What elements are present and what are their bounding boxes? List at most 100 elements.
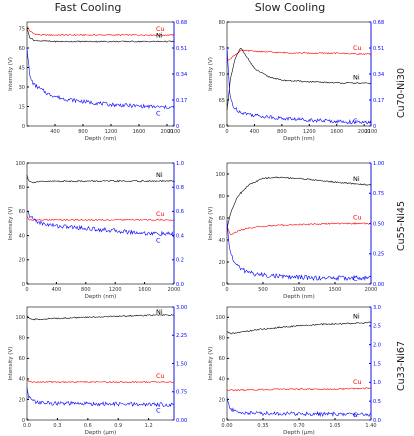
y-tick-label: 100 [15,315,25,321]
series-label-ni: Ni [156,32,163,40]
x-tick-label: 800 [81,287,91,293]
y2-tick-label: 0.4 [176,233,184,239]
y-tick-label: 0 [222,282,225,288]
y-tick-label: 80 [19,336,25,342]
plot-frame [26,21,175,127]
y-tick-label: 0 [22,418,25,424]
x-tick-label: 1200 [105,129,118,135]
y-axis-label: Intensity (V) [208,57,214,91]
y-axis-label: Intensity (V) [208,347,214,381]
x-tick-label: 0 [225,129,228,135]
y-tick-label: 20 [19,258,25,264]
x-tick-label: 1.2 [145,423,153,429]
y2-tick-label: 2.5 [373,324,381,330]
y2-tick-label: 1.0 [373,380,381,386]
y2-tick-label: 0.34 [176,72,187,78]
y2-tick-label: 0 [176,124,179,130]
plot-frame [226,21,372,127]
x-axis-label: Depth (nm) [283,136,315,142]
y-tick-label: 75 [219,46,225,52]
series-label-cu: Cu [353,44,362,52]
y-tick-label: 80 [219,336,225,342]
x-tick-label: 500 [258,287,268,293]
x-tick-label: 2100 [168,129,181,135]
series-label-c: C [156,110,161,118]
x-tick-label: 400 [250,129,260,135]
x-tick-label: 400 [52,287,62,293]
x-tick-label: 0.3 [53,423,61,429]
x-tick-label: 2000 [365,287,378,293]
x-tick-label: 1.05 [329,423,340,429]
series-line-c [226,46,372,125]
x-axis-label: Depth (nm) [283,294,315,300]
y2-tick-label: 3.0 [373,305,381,311]
y-tick-label: 80 [19,185,25,191]
y-tick-label: 60 [219,216,225,222]
y-tick-label: 30 [19,85,25,91]
y2-tick-label: 0.51 [176,46,187,52]
y-tick-label: 70 [219,72,225,78]
series-label-ni: Ni [353,312,360,320]
y-tick-label: 40 [19,377,25,383]
series-label-c: C [353,275,358,283]
y-tick-label: 20 [219,260,225,266]
x-tick-label: 1200 [303,129,316,135]
series-label-c: C [353,117,358,125]
plot-frame [226,306,372,421]
series-line-cu [226,387,372,392]
y2-tick-label: 2.0 [373,342,381,348]
y2-tick-label: 0.8 [176,185,184,191]
series-line-cu [26,215,175,221]
y2-tick-label: 0.17 [176,98,187,104]
y-tick-label: 40 [219,238,225,244]
series-line-ni [26,174,175,184]
series-label-cu: Cu [353,378,362,386]
series-line-c [226,397,372,418]
x-tick-label: 400 [50,129,60,135]
y-tick-label: 45 [19,65,25,71]
series-label-ni: Ni [156,171,163,179]
y-tick-label: 80 [219,20,225,26]
y2-tick-label: 0.0 [176,282,184,288]
x-tick-label: 1500 [329,287,342,293]
series-label-c: C [156,236,161,244]
x-tick-label: 2000 [168,287,181,293]
y-tick-label: 65 [219,98,225,104]
x-tick-label: 0.9 [114,423,122,429]
x-tick-label: 0 [225,287,228,293]
chart-panel-3: 0 500 1000 1500 2000 0 20 40 60 80 100 0.00 0.25 0.50… [208,161,384,300]
y2-tick-label: 0.5 [373,399,381,405]
row-label-cu55-ni45: Cu55-Ni45 [396,201,407,251]
y-tick-label: 60 [19,356,25,362]
y2-tick-label: 0.17 [373,98,384,104]
x-tick-label: 1.40 [365,423,376,429]
y-tick-label: 80 [219,194,225,200]
y-tick-label: 0 [22,124,25,130]
y-tick-label: 100 [215,315,225,321]
series-line-cu [226,222,372,235]
series-label-ni: Ni [353,175,360,183]
series-label-c: C [156,407,161,415]
y-tick-label: 20 [19,397,25,403]
y-tick-label: 15 [19,104,25,110]
series-label-ni: Ni [156,308,163,316]
y2-tick-label: 0.51 [373,46,384,52]
y-tick-label: 60 [19,209,25,215]
y2-tick-label: 3.00 [176,305,187,311]
y2-tick-label: 1.50 [176,361,187,367]
y-tick-label: 20 [219,397,225,403]
x-tick-label: 0.70 [293,423,304,429]
x-tick-label: 2100 [365,129,378,135]
series-label-cu: Cu [156,372,165,380]
y2-tick-label: 1.5 [373,361,381,367]
chart-panel-0: 400 800 1200 1600 200021000153045607500.170.… [8,20,187,142]
x-tick-label: 1600 [330,129,343,135]
y2-tick-label: 0.34 [373,72,384,78]
series-label-c: C [353,411,358,419]
series-line-ni [26,314,175,321]
y2-tick-label: 0.00 [373,282,384,288]
x-tick-label: 2000 [161,129,174,135]
y-tick-label: 0 [22,282,25,288]
x-tick-label: 800 [78,129,88,135]
